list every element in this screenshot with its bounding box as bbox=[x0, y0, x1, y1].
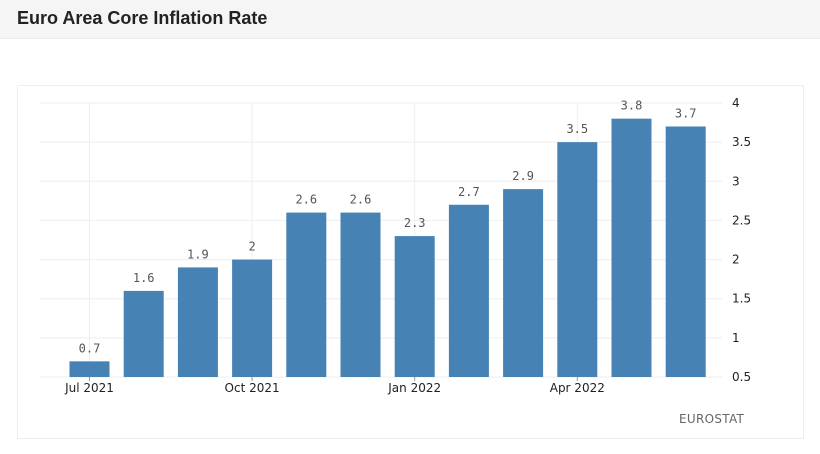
chart-card bbox=[17, 85, 804, 439]
y-tick-label: 1.5 bbox=[732, 292, 751, 306]
data-label: 3.7 bbox=[675, 106, 697, 120]
page-title: Euro Area Core Inflation Rate bbox=[17, 8, 268, 28]
bar[interactable] bbox=[177, 267, 218, 377]
x-tick-label: Apr 2022 bbox=[550, 381, 605, 395]
bars bbox=[69, 118, 706, 378]
data-label: 2.7 bbox=[458, 185, 480, 199]
data-label: 2.3 bbox=[404, 216, 426, 230]
y-tick-label: 1 bbox=[732, 331, 740, 345]
bar[interactable] bbox=[448, 204, 489, 377]
x-axis-ticks: Jul 2021 Oct 2021 Jan 2022 Apr 2022 bbox=[64, 377, 605, 395]
data-label: 2 bbox=[248, 240, 255, 254]
data-label: 1.9 bbox=[187, 247, 209, 261]
bar[interactable] bbox=[557, 142, 598, 377]
bar[interactable] bbox=[232, 259, 273, 377]
y-axis-ticks: 0.5 1 1.5 2 2.5 3 3.5 4 bbox=[732, 96, 751, 384]
data-label: 1.6 bbox=[133, 271, 155, 285]
data-label: 2.9 bbox=[512, 169, 534, 183]
data-label: 3.5 bbox=[566, 122, 588, 136]
data-label: 2.6 bbox=[350, 193, 372, 207]
data-labels: 0.7 1.6 1.9 2 2.6 2.6 2.3 2.7 2.9 3.5 3.8 3.7 bbox=[79, 99, 697, 356]
data-label: 2.6 bbox=[295, 193, 317, 207]
y-tick-label: 4 bbox=[732, 96, 740, 110]
x-tick-label: Jul 2021 bbox=[64, 381, 114, 395]
bar[interactable] bbox=[665, 126, 706, 377]
bar[interactable] bbox=[611, 118, 652, 378]
bar[interactable] bbox=[123, 290, 164, 377]
y-tick-label: 3.5 bbox=[732, 135, 751, 149]
source-label: EUROSTAT bbox=[679, 412, 745, 426]
x-tick-label: Oct 2021 bbox=[225, 381, 280, 395]
header-bar: Euro Area Core Inflation Rate bbox=[0, 0, 820, 39]
y-tick-label: 0.5 bbox=[732, 370, 751, 384]
y-tick-label: 3 bbox=[732, 174, 740, 188]
bar[interactable] bbox=[340, 212, 381, 377]
x-tick-label: Jan 2022 bbox=[387, 381, 441, 395]
bar[interactable] bbox=[394, 236, 435, 377]
y-tick-label: 2.5 bbox=[732, 213, 751, 227]
y-tick-label: 2 bbox=[732, 253, 740, 267]
bar[interactable] bbox=[286, 212, 327, 377]
bar[interactable] bbox=[503, 189, 544, 377]
data-label: 0.7 bbox=[79, 341, 101, 355]
data-label: 3.8 bbox=[621, 99, 643, 113]
bar[interactable] bbox=[69, 361, 110, 377]
